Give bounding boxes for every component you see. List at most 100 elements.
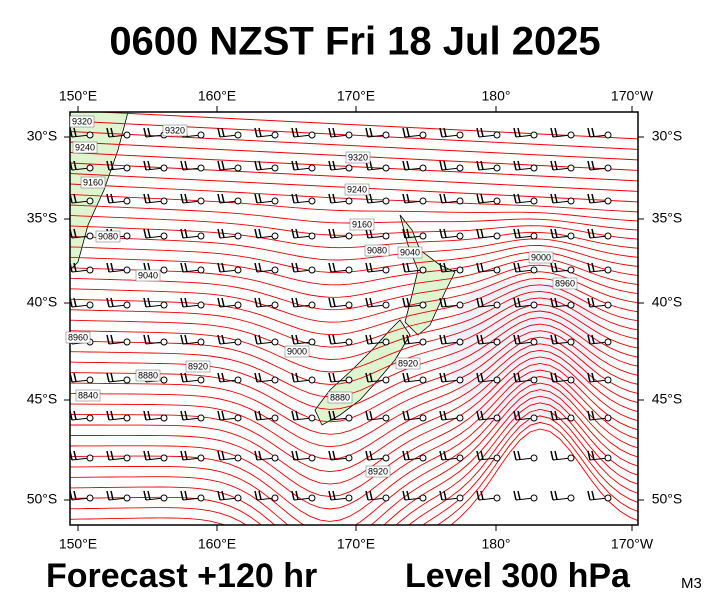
station — [567, 414, 575, 422]
barb-feather — [254, 160, 258, 171]
station — [308, 266, 316, 274]
station — [419, 338, 427, 346]
height-contour — [70, 194, 638, 222]
station — [567, 376, 575, 384]
height-contour — [70, 330, 638, 435]
barb-feather — [406, 262, 410, 272]
barb-feather — [480, 490, 484, 500]
height-contour — [70, 310, 638, 398]
barb-feather — [73, 450, 77, 460]
barb-feather — [439, 127, 443, 138]
barb-feather — [328, 297, 332, 308]
barb-feather — [517, 410, 521, 420]
station — [530, 232, 538, 240]
station — [271, 338, 279, 346]
station — [160, 301, 168, 309]
station — [160, 494, 168, 502]
barb-feather — [73, 228, 77, 238]
barb-feather — [443, 193, 447, 203]
barb-feather — [291, 450, 295, 461]
barb-feather — [369, 450, 373, 460]
barb-feather — [295, 334, 299, 344]
barb-feather — [258, 228, 262, 238]
station — [271, 266, 279, 274]
barb-feather — [365, 334, 369, 345]
model-label: M3 — [681, 575, 702, 592]
contour-label-box — [349, 218, 375, 231]
height-contour — [70, 271, 638, 323]
station — [530, 197, 538, 205]
latitude-label-right: 40°S — [652, 294, 683, 310]
barb-feather — [587, 410, 591, 421]
station — [493, 301, 501, 309]
height-contour — [70, 284, 638, 348]
station — [160, 164, 168, 172]
barb-feather — [554, 450, 558, 460]
station — [456, 164, 464, 172]
barb-feather — [180, 410, 184, 421]
barb-feather — [517, 127, 521, 137]
barb-feather — [554, 297, 558, 307]
longitude-label-top: 180° — [482, 88, 511, 104]
barb-feather — [332, 490, 336, 500]
barb-feather — [402, 127, 406, 138]
barb-feather — [254, 262, 258, 273]
barb-feather — [406, 410, 410, 420]
station — [604, 266, 612, 274]
barb-feather — [513, 450, 517, 461]
barb-feather — [554, 262, 558, 272]
barb-feather — [254, 297, 258, 308]
barb-feather — [365, 372, 369, 383]
barb-feather — [221, 334, 225, 344]
station — [86, 414, 94, 422]
station — [530, 414, 538, 422]
station — [493, 232, 501, 240]
contour-label: 8840 — [78, 390, 98, 400]
station — [345, 338, 353, 346]
longitude-label-bottom: 160°E — [198, 536, 236, 552]
barb-feather — [258, 193, 262, 203]
station — [604, 197, 612, 205]
barb-feather — [291, 228, 295, 239]
barb-feather — [221, 372, 225, 382]
barb-feather — [369, 262, 373, 272]
contour-label-box — [135, 369, 161, 382]
barb-feather — [369, 372, 373, 382]
barb-feather — [517, 490, 521, 500]
barb-feather — [254, 334, 258, 345]
barb-feather — [110, 193, 114, 203]
station — [382, 131, 390, 139]
contour-label: 9080 — [98, 231, 118, 241]
barb-feather — [291, 160, 295, 171]
barb-feather — [73, 297, 77, 307]
barb-feather — [184, 372, 188, 382]
barb-feather — [291, 193, 295, 204]
station — [382, 494, 390, 502]
barb-feather — [554, 228, 558, 238]
barb-feather — [517, 160, 521, 170]
station — [271, 232, 279, 240]
station — [123, 164, 131, 172]
contour-label: 9320 — [348, 152, 368, 162]
barb-feather — [143, 334, 147, 345]
barb-feather — [365, 262, 369, 273]
barb-feather — [217, 490, 221, 501]
barb-feather — [550, 297, 554, 308]
station — [419, 494, 427, 502]
height-contour — [70, 317, 638, 410]
barb-feather — [513, 410, 517, 421]
station — [234, 266, 242, 274]
barb-feather — [443, 127, 447, 137]
station — [345, 454, 353, 462]
barb-feather — [480, 297, 484, 307]
contour-label: 8920 — [398, 358, 418, 368]
contour-label: 9240 — [75, 142, 95, 152]
barb-feather — [402, 372, 406, 383]
barb-feather — [180, 490, 184, 501]
station — [493, 266, 501, 274]
barb-feather — [332, 127, 336, 137]
longitude-label-top: 170°E — [337, 88, 375, 104]
contour-label-box — [528, 251, 554, 264]
barb-feather — [443, 160, 447, 170]
